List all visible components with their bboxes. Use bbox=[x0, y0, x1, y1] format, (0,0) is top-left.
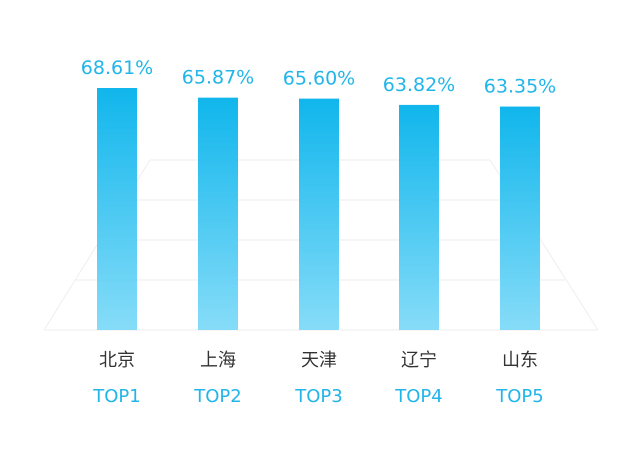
category-label-4: 辽宁 bbox=[401, 350, 437, 371]
value-label-5: 63.35% bbox=[484, 76, 556, 98]
category-label-1: 北京 bbox=[99, 350, 135, 371]
value-label-4: 63.82% bbox=[383, 74, 455, 96]
category-label-2: 上海 bbox=[200, 350, 236, 371]
rank-label-2: TOP2 bbox=[193, 386, 241, 407]
bar-1 bbox=[97, 88, 137, 330]
bar-4 bbox=[399, 104, 439, 330]
value-label-3: 65.60% bbox=[283, 68, 355, 90]
value-label-2: 65.87% bbox=[182, 67, 254, 89]
bar-3 bbox=[299, 98, 339, 330]
bar-2 bbox=[198, 97, 238, 330]
category-label-3: 天津 bbox=[301, 350, 337, 371]
labels-group: 68.61% 北京 TOP1 65.87% 上海 TOP2 65.60% 天津 TOP3 63.8… bbox=[81, 57, 556, 407]
value-label-1: 68.61% bbox=[81, 57, 153, 79]
rank-label-5: TOP5 bbox=[495, 386, 543, 407]
bar-5 bbox=[500, 106, 540, 330]
bars-group bbox=[97, 88, 540, 330]
rank-label-1: TOP1 bbox=[92, 386, 140, 407]
category-label-5: 山东 bbox=[502, 350, 538, 371]
rank-label-3: TOP3 bbox=[294, 386, 342, 407]
rank-label-4: TOP4 bbox=[394, 386, 442, 407]
